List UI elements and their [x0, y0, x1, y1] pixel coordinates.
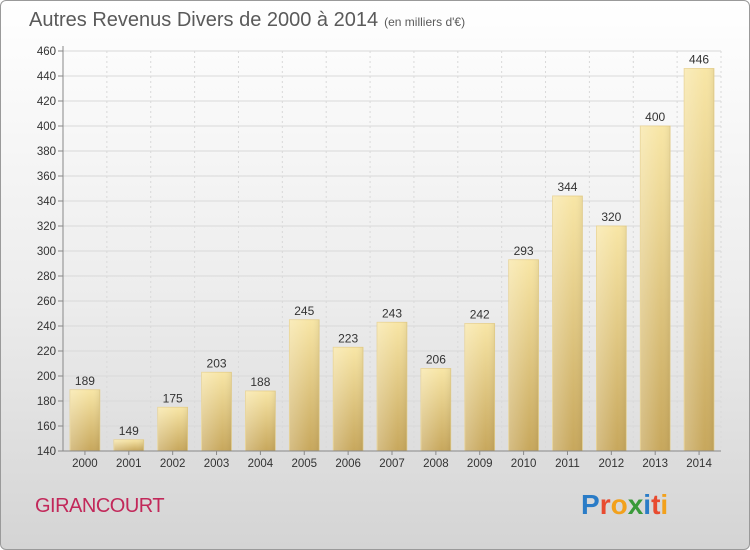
bar-value-label: 242	[470, 308, 490, 322]
bar-shading	[113, 439, 144, 451]
y-tick-label: 340	[37, 196, 56, 208]
bar-value-label: 400	[645, 110, 665, 124]
bar-shading	[201, 372, 232, 451]
logo-letter: i	[643, 489, 652, 520]
y-tick-label: 440	[37, 71, 56, 83]
bar-value-label: 446	[689, 53, 709, 67]
logo-letter: r	[599, 489, 611, 520]
chart-title: Autres Revenus Divers de 2000 à 2014 (en …	[29, 9, 465, 32]
bar-shading	[640, 126, 671, 451]
bar-shading	[508, 259, 539, 451]
chart-subtitle: (en milliers d'€)	[384, 15, 466, 29]
logo-letter: P	[581, 489, 600, 520]
bar-value-label: 206	[426, 353, 446, 367]
y-tick-label: 200	[37, 371, 56, 383]
bar-value-label: 344	[557, 180, 577, 194]
y-tick-label: 280	[37, 271, 56, 283]
y-tick-label: 320	[37, 221, 56, 233]
y-tick-label: 180	[37, 396, 56, 408]
y-tick-label: 400	[37, 121, 56, 133]
logo-letter: t	[651, 489, 661, 520]
x-tick-label: 2014	[686, 458, 712, 470]
bar-value-label: 245	[294, 304, 314, 318]
bar-shading	[377, 322, 407, 451]
y-tick-label: 420	[37, 96, 56, 108]
x-tick-label: 2003	[204, 458, 230, 470]
y-tick-label: 220	[37, 346, 56, 358]
x-tick-label: 2002	[160, 458, 186, 470]
bar-shading	[684, 68, 714, 451]
bar-shading	[464, 323, 495, 451]
proxiti-logo: Proxiti	[581, 489, 668, 521]
y-tick-label: 240	[37, 321, 56, 333]
bar-shading	[157, 407, 188, 451]
bar-value-label: 189	[75, 374, 95, 388]
x-tick-label: 2012	[599, 458, 625, 470]
y-tick-label: 140	[37, 446, 56, 458]
bar-value-label: 175	[163, 391, 183, 405]
y-tick-label: 460	[37, 46, 56, 58]
bar-shading	[596, 226, 627, 451]
place-name: GIRANCOURT	[35, 495, 165, 517]
bar-shading	[552, 196, 583, 451]
y-tick-label: 260	[37, 296, 56, 308]
logo-letter: x	[627, 489, 644, 520]
y-tick-label: 160	[37, 421, 56, 433]
bar-value-label: 223	[338, 331, 358, 345]
bar-value-label: 203	[207, 356, 227, 370]
x-tick-label: 2005	[291, 458, 317, 470]
bar-value-label: 149	[119, 424, 139, 438]
bar-shading	[420, 368, 451, 451]
x-tick-label: 2011	[555, 458, 580, 470]
bar-value-label: 320	[601, 210, 621, 224]
x-tick-label: 2013	[642, 458, 668, 470]
y-tick-label: 360	[37, 171, 56, 183]
bar-value-label: 188	[250, 375, 270, 389]
bar-shading	[289, 319, 320, 451]
bar-shading	[245, 391, 276, 451]
chart-title-text: Autres Revenus Divers de 2000 à 2014	[29, 9, 379, 31]
bar-shading	[333, 347, 364, 451]
bar-value-label: 243	[382, 306, 402, 320]
y-tick-label: 300	[37, 246, 56, 258]
bar-value-label: 293	[514, 244, 534, 258]
x-tick-label: 2009	[467, 458, 493, 470]
axis-layer: 140 160 180 200 220 240 260 280 300 320 340 360 380 4…	[37, 46, 721, 470]
bar-layer: 189 149 175 203 188 245 223 243 206 242 293 344 320 4…	[69, 53, 715, 452]
x-tick-label: 2010	[511, 458, 537, 470]
x-tick-label: 2007	[379, 458, 405, 470]
x-tick-label: 2006	[335, 458, 361, 470]
x-tick-label: 2004	[248, 458, 274, 470]
x-tick-label: 2001	[116, 458, 142, 470]
logo-letter: i	[660, 489, 669, 520]
bar-shading	[70, 389, 100, 451]
logo-letter: o	[610, 489, 628, 520]
x-tick-label: 2008	[423, 458, 449, 470]
y-tick-label: 380	[37, 146, 56, 158]
x-tick-label: 2000	[72, 458, 98, 470]
